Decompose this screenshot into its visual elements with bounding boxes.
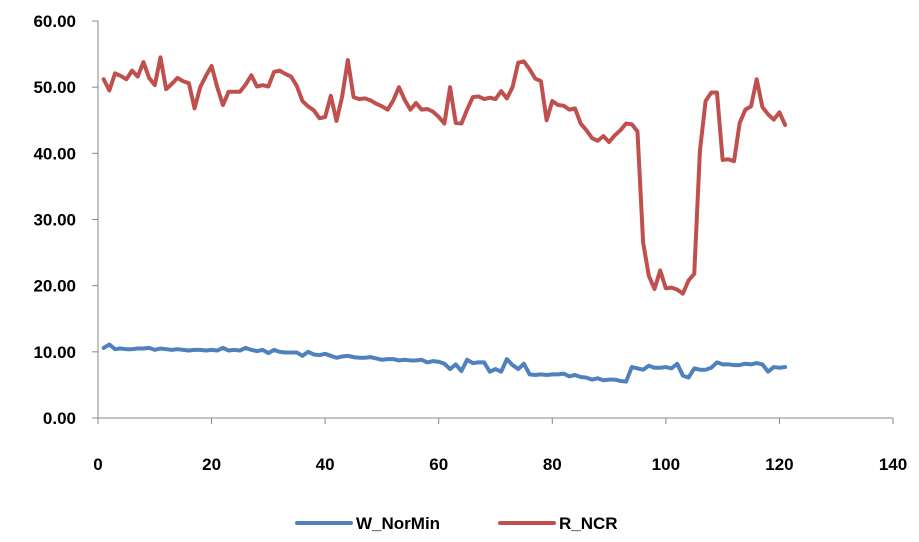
x-tick-label: 40	[316, 455, 335, 474]
x-tick-label: 100	[652, 455, 680, 474]
legend-label-r-ncr: R_NCR	[559, 514, 618, 533]
y-tick-label: 30.00	[33, 211, 76, 230]
x-tick-label: 20	[202, 455, 221, 474]
y-tick-label: 60.00	[33, 12, 76, 31]
legend-label-w-normin: W_NorMin	[356, 514, 440, 533]
series-line-r-ncr	[101, 55, 788, 296]
series-line-w-normin	[101, 342, 788, 384]
x-tick-label: 80	[543, 455, 562, 474]
x-tick-label: 60	[429, 455, 448, 474]
x-tick-label: 0	[93, 455, 102, 474]
y-tick-label: 50.00	[33, 78, 76, 97]
x-tick-label: 140	[879, 455, 907, 474]
legend: W_NorMin R_NCR	[295, 514, 618, 533]
x-tick-label: 120	[765, 455, 793, 474]
y-tick-label: 0.00	[43, 409, 76, 428]
x-axis: 0 20 40 60 80 100 120 140	[93, 417, 907, 474]
y-tick-label: 40.00	[33, 144, 76, 163]
y-tick-label: 10.00	[33, 343, 76, 362]
y-tick-label: 20.00	[33, 277, 76, 296]
y-axis: 0.00 10.00 20.00 30.00 40.00 50.00 60.00	[33, 12, 99, 428]
series-lines	[101, 55, 788, 384]
